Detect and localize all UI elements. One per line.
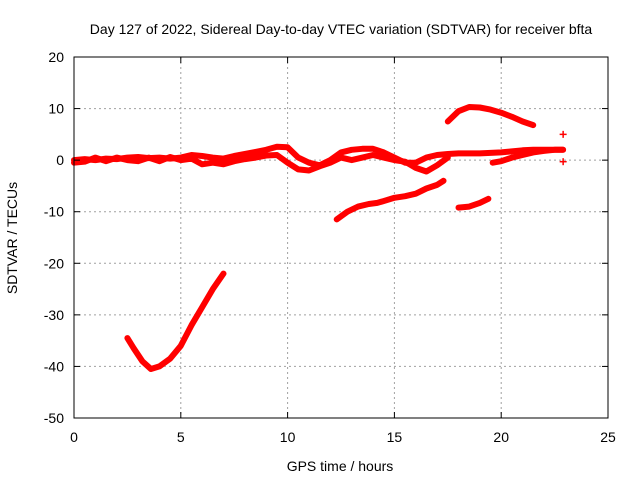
x-tick-label: 10 <box>280 429 296 445</box>
x-axis-label: GPS time / hours <box>287 458 394 474</box>
outlier-marker <box>559 130 567 138</box>
series-track-descending-shallow <box>333 177 447 223</box>
series-track-upper-arc <box>444 104 537 129</box>
y-tick-label: 20 <box>48 49 64 65</box>
y-tick-label: -10 <box>44 204 64 220</box>
y-tick-label: 0 <box>56 152 64 168</box>
series-track-baseline-b <box>71 152 451 175</box>
y-axis-label: SDTVAR / TECUs <box>4 182 20 294</box>
y-tick-label: 10 <box>48 101 64 117</box>
axis-ticks: 0 5 10 15 20 25 -50 -40 -30 -20 -10 0 10 20 <box>44 49 616 445</box>
data-series <box>71 104 567 372</box>
x-tick-label: 20 <box>493 429 509 445</box>
x-tick-label: 0 <box>70 429 78 445</box>
series-track-deep-v <box>124 270 227 372</box>
y-tick-label: -30 <box>44 307 64 323</box>
x-tick-label: 25 <box>600 429 616 445</box>
x-tick-label: 15 <box>387 429 403 445</box>
plot-frame <box>73 56 609 419</box>
outlier-marker <box>559 158 567 166</box>
y-tick-label: -50 <box>44 410 64 426</box>
chart-title: Day 127 of 2022, Sidereal Day-to-day VTE… <box>90 21 593 37</box>
grid <box>74 57 608 418</box>
y-tick-label: -40 <box>44 358 64 374</box>
x-tick-label: 5 <box>177 429 185 445</box>
y-tick-label: -20 <box>44 255 64 271</box>
series-track-short-dip <box>455 195 492 211</box>
series-track-late-rise <box>489 146 567 166</box>
